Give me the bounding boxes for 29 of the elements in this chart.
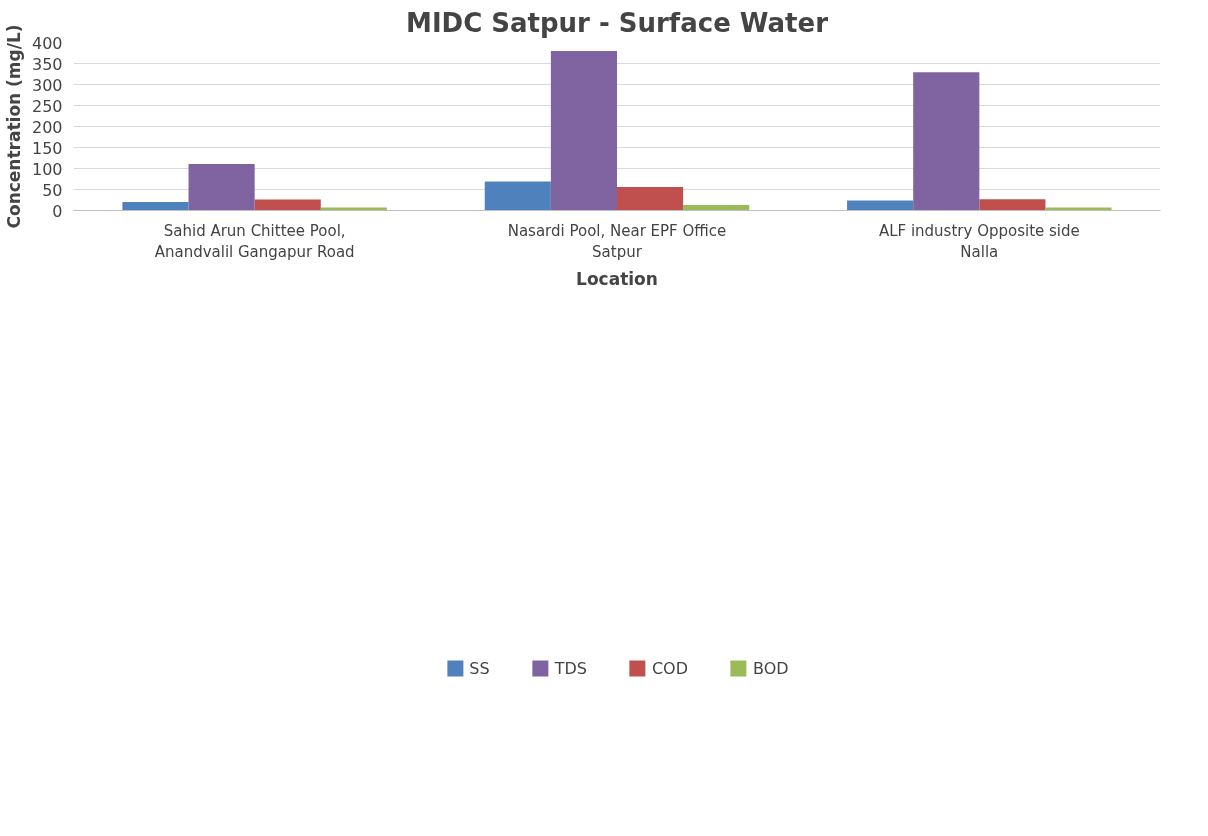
- bar: [254, 199, 321, 211]
- y-tick-label: 0: [52, 201, 63, 221]
- y-tick-label: 350: [31, 54, 63, 74]
- y-tick-label: 200: [31, 117, 63, 137]
- legend-label: SS: [469, 658, 490, 678]
- x-axis-title: Location: [576, 269, 658, 290]
- y-tick-label: 300: [31, 75, 63, 95]
- bar: [617, 186, 684, 211]
- bar: [913, 72, 980, 211]
- legend-label: TDS: [554, 658, 587, 678]
- y-tick-label: 400: [31, 33, 63, 53]
- y-tick-label: 50: [42, 180, 63, 200]
- bar: [188, 163, 255, 211]
- y-tick-label: 250: [31, 96, 63, 116]
- x-tick-label: Nasardi Pool, Near EPF Office Satpur: [507, 221, 727, 262]
- x-tick-label: Sahid Arun Chittee Pool, Anandvalil Gangapur Road: [154, 221, 355, 262]
- bar: [847, 200, 914, 211]
- legend-label: COD: [651, 658, 689, 678]
- y-tick-label: 100: [31, 159, 63, 179]
- legend-label: BOD: [753, 658, 789, 678]
- bar: [550, 50, 617, 211]
- y-tick-label: 150: [31, 138, 63, 158]
- bar: [484, 181, 551, 211]
- x-tick-label: ALF industry Opposite side Nalla: [878, 221, 1080, 262]
- bar: [683, 205, 750, 211]
- bar: [122, 202, 189, 211]
- y-axis-title: Concentration (mg/L): [3, 24, 24, 229]
- bar: [979, 199, 1046, 211]
- chart-title: MIDC Satpur - Surface Water: [406, 7, 829, 38]
